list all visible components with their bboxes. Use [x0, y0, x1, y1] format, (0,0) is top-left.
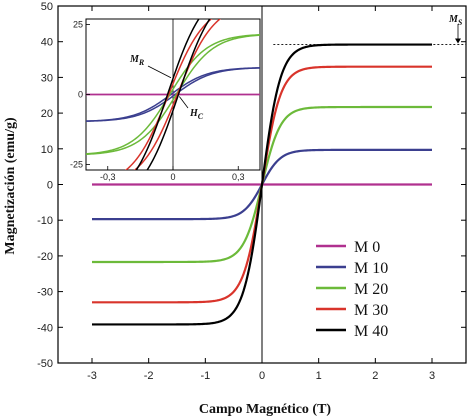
- inset-plot: -0,3 0 0,3 -25 0 25: [70, 18, 261, 182]
- y-tick-label-6: 10: [41, 144, 53, 156]
- y-tick-label-0: -50: [37, 358, 53, 370]
- legend-label-0: M 0: [354, 239, 380, 256]
- inset-x-tick-label-0: -0,3: [100, 172, 116, 182]
- y-axis-title: Magnetización (emu/g): [3, 117, 18, 255]
- legend-label-4: M 40: [354, 323, 388, 340]
- legend-label-1: M 10: [354, 260, 388, 277]
- inset-loop-up-3: [133, 19, 222, 170]
- x-tick-label-4: 1: [316, 370, 322, 382]
- legend: M 0 M 10 M 20 M 30 M 40: [316, 239, 388, 340]
- ms-annotation: MS: [448, 14, 463, 27]
- x-tick-label-2: -1: [200, 370, 210, 382]
- hc-pointer: [179, 96, 189, 109]
- inset-loop-up-2: [86, 34, 260, 156]
- x-tick-label-0: -3: [87, 370, 97, 382]
- ms-label-main: M: [448, 14, 459, 25]
- legend-label-2: M 20: [354, 281, 388, 298]
- inset-loop-up-4: [146, 19, 211, 170]
- y-tick-label-4: -10: [37, 215, 53, 227]
- legend-label-3: M 30: [354, 302, 388, 319]
- hc-label-sub: C: [198, 112, 204, 121]
- y-tick-label-3: -20: [37, 251, 53, 263]
- hc-label: HC: [189, 108, 204, 121]
- y-tick-label-10: 50: [41, 1, 53, 13]
- x-tick-label-5: 2: [372, 370, 378, 382]
- mr-label-main: M: [129, 54, 140, 65]
- x-tick-label-1: -2: [144, 370, 154, 382]
- y-tick-label-9: 40: [41, 37, 53, 49]
- inset-loop-down-3: [124, 19, 213, 170]
- inset-y-tick-label-2: 25: [73, 20, 83, 30]
- mr-label-sub: R: [138, 58, 145, 67]
- ms-label: MS: [448, 14, 463, 27]
- inset-annotations: MR HC: [129, 54, 204, 121]
- inset-curves: [86, 19, 260, 170]
- mr-pointer: [147, 65, 172, 79]
- y-tick-label-5: 0: [47, 180, 53, 192]
- y-tick-label-1: -40: [37, 322, 53, 334]
- ms-label-sub: S: [458, 18, 463, 27]
- y-tick-label-2: -30: [37, 287, 53, 299]
- inset-loop-down-2: [86, 33, 260, 155]
- x-axis-title: Campo Magnético (T): [199, 402, 332, 417]
- inset-loop-down-1: [86, 67, 260, 122]
- x-tick-label-6: 3: [429, 370, 435, 382]
- y-tick-label-7: 20: [41, 108, 53, 120]
- inset-x-tick-label-1: 0: [170, 172, 175, 182]
- y-tick-label-8: 30: [41, 72, 53, 84]
- inset-loop-down-4: [135, 19, 200, 170]
- mr-label: MR: [129, 54, 145, 67]
- ms-arrow-head: [455, 38, 461, 44]
- hc-label-main: H: [189, 108, 199, 119]
- inset-y-tick-label-0: -25: [70, 159, 83, 169]
- inset-y-tick-label-1: 0: [78, 90, 83, 100]
- inset-x-tick-label-2: 0,3: [232, 172, 245, 182]
- x-tick-label-3: 0: [259, 370, 265, 382]
